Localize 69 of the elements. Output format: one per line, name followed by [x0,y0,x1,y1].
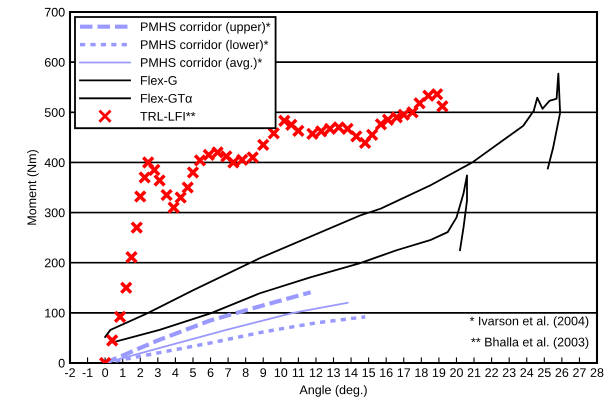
point [186,166,200,180]
point [366,128,379,142]
point [124,250,138,264]
x-tick-label: 19 [432,368,446,378]
x-tick-label: 4 [172,368,179,377]
point [358,136,372,150]
x-tick-label: 2 [137,368,144,377]
y-tick-label: 0 [58,358,65,368]
point [130,220,144,234]
point [152,174,166,188]
x-tick-label: 1 [120,368,126,377]
point [113,310,127,324]
point [106,334,119,348]
point [120,281,133,294]
x-tick-label: 25 [538,368,551,378]
y-tick-label: 200 [44,258,65,268]
x-tick-label: 28 [590,368,604,378]
annotation: ** Bhalla et al. (2003) [471,337,588,349]
y-tick-label: 300 [44,208,65,218]
x-tick-label: 24 [520,368,534,377]
x-tick-label: 3 [154,368,161,378]
x-tick-label: 20 [450,368,463,378]
x-tick-label: 11 [292,368,304,377]
x-tick-label: 23 [502,368,516,378]
y-tick-label: 400 [44,158,65,168]
y-tick-label: 500 [44,108,65,117]
point [412,96,426,110]
x-tick-label: -1 [82,368,93,377]
x-tick-label: 26 [556,368,568,378]
x-tick-label: 18 [415,368,428,378]
x-tick-label: 13 [328,368,340,378]
y-axis-title: Moment (Nm) [27,150,39,225]
y-tick-label: 100 [45,308,65,318]
point [138,170,152,184]
x-tick-label: 22 [485,368,498,377]
x-axis-title: Angle (deg.) [299,385,367,397]
point [436,100,450,113]
legend-label: Flex-G [141,76,177,85]
x-tick-label: 10 [274,368,288,378]
legend-label: PMHS corridor (avg.)* [141,58,262,70]
legend-label: PMHS corridor (lower)* [141,40,268,52]
point [256,138,270,152]
point [134,190,147,204]
x-tick-label: 8 [242,368,249,378]
x-tick-label: 6 [208,368,214,378]
x-tick-label: 14 [345,368,358,377]
x-tick-label: 5 [190,368,196,378]
point [350,130,363,143]
point [167,200,180,214]
x-tick-label: 0 [102,368,108,378]
point [193,154,207,168]
point [142,156,155,170]
x-tick-label: 17 [398,368,410,377]
legend-label: PMHS corridor (upper)* [141,22,270,34]
x-tick-label: 7 [225,368,231,377]
y-tick-label: 700 [44,8,65,17]
y-tick-label: 600 [44,58,65,67]
x-tick-label: 16 [380,368,393,378]
point [148,163,161,177]
legend-label: Flex-GTα [141,94,192,103]
x-tick-label: 27 [573,368,586,377]
x-tick-label: 15 [362,368,376,378]
x-tick-label: 9 [260,368,266,378]
x-tick-label: -2 [65,368,75,377]
point [181,180,194,194]
x-tick-label: 12 [310,368,322,377]
annotation: * Ivarson et al. (2004) [470,316,588,328]
x-tick-label: 21 [468,368,480,377]
legend-label: TRL-LFI** [140,112,196,121]
